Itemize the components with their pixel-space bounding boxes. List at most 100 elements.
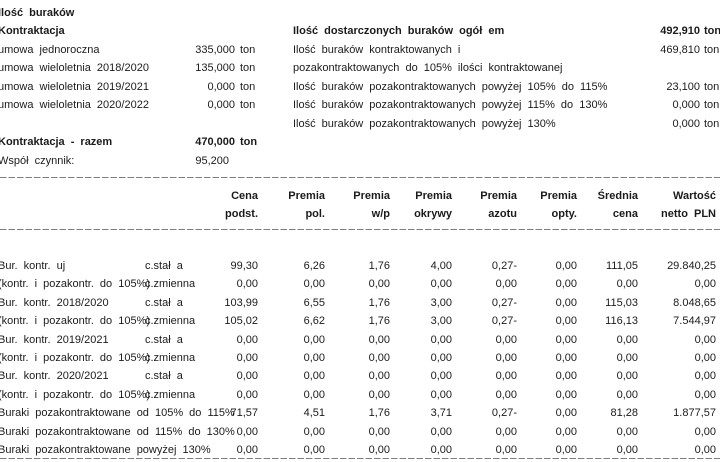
row-price-type (145, 423, 208, 441)
table-row: Bur. kontr. uj c.stał a 99,30 6,26 1,76 … (0, 257, 720, 275)
table-row: (kontr. i pozakontr. do 105%) c.zmienna … (0, 386, 720, 404)
delivery-quantity: 469,810 (660, 43, 700, 56)
cell-premia-wp: 0,00 (368, 351, 390, 364)
contract-quantity: 0,000 (207, 99, 235, 112)
table-row: Bur. kontr. 2018/2020 c.stał a 103,99 6,… (0, 294, 720, 312)
column-header: Cena podst. (208, 187, 258, 224)
row-label: Bur. kontr. 2018/2020 (0, 296, 109, 309)
cell-premia-okrywy: 0,00 (430, 278, 452, 291)
cell-srednia-cena: 0,00 (616, 333, 638, 346)
page-title: Ilość buraków (0, 7, 75, 19)
contract-total-label: Kontraktacja - razem (0, 136, 113, 149)
row-price-type: c.zmienna (145, 278, 196, 291)
column-header-line2: w/p (371, 208, 390, 221)
cell-premia-opty: 0,00 (555, 425, 577, 438)
cell-wartosc-netto: 7.544,97 (673, 315, 716, 328)
contract-quantity: 0,000 (207, 80, 235, 93)
row-price-type: c.zmienna (145, 351, 196, 364)
delivery-unit: ton (704, 117, 720, 130)
cell-cena-podst: 0,00 (236, 278, 258, 291)
delivery-unit: ton (704, 99, 720, 112)
contract-label: umowa jednoroczna (0, 43, 100, 56)
contract-unit: ton (240, 43, 256, 56)
cell-premia-pol: 4,51 (303, 407, 325, 420)
column-header-line2: okrywy (414, 208, 452, 221)
delivery-label: pozakontraktowanych do 105% ilości kontr… (293, 62, 563, 75)
contract-unit: ton (240, 62, 256, 75)
row-label: (kontr. i pozakontr. do 105%) (0, 278, 151, 291)
row-label: Buraki pozakontraktowane od 105% do 115% (0, 407, 235, 420)
delivery-label: Ilość dostarczonych buraków ogół em (293, 25, 505, 38)
cell-premia-azotu: 0,00 (495, 443, 517, 456)
cell-premia-okrywy: 0,00 (430, 370, 452, 383)
row-price-type (145, 441, 208, 459)
coefficient-value: 95,200 (195, 154, 229, 167)
column-header-line1: Premia (415, 190, 452, 202)
cell-cena-podst: 0,00 (236, 351, 258, 364)
cell-premia-opty: 0,00 (555, 296, 577, 309)
column-header-line2: podst. (225, 208, 258, 221)
cell-premia-opty: 0,00 (555, 443, 577, 456)
cell-premia-opty: 0,00 (555, 315, 577, 328)
contract-row: umowa wieloletnia 2019/2021 0,000 ton (0, 78, 257, 96)
table-row: Buraki pozakontraktowane od 105% do 115%… (0, 404, 720, 422)
cell-cena-podst: 105,02 (224, 315, 258, 328)
contract-label: umowa wieloletnia 2020/2022 (0, 99, 149, 112)
delivery-label: Ilość buraków pozakontraktowanych powyże… (293, 80, 608, 93)
delivery-row: Ilość dostarczonych buraków ogół em 492,… (293, 22, 720, 40)
row-label: (kontr. i pozakontr. do 105%) (0, 351, 151, 364)
cell-premia-azotu: 0,00 (495, 351, 517, 364)
contract-rows: umowa jednoroczna 335,000 ton umowa wiel… (0, 41, 257, 115)
delivery-row: pozakontraktowanych do 105% ilości kontr… (293, 59, 717, 77)
price-table-header: Cena podst. Premia pol. Premia w/p Premi… (0, 187, 720, 224)
cell-premia-pol: 0,00 (303, 333, 325, 346)
column-header-line1: Wartość (673, 190, 716, 202)
cell-premia-azotu: 0,27- (491, 260, 517, 272)
table-row: Bur. kontr. 2019/2021 c.stał a 0,00 0,00… (0, 331, 720, 349)
column-header-line1: Średnia (597, 190, 638, 202)
contract-row: umowa jednoroczna 335,000 ton (0, 41, 257, 59)
cell-premia-pol: 6,62 (303, 315, 325, 328)
cell-premia-azotu: 0,27- (491, 315, 517, 328)
cell-premia-wp: 1,76 (368, 260, 390, 272)
delivery-label: Ilość buraków kontraktowanych i (293, 43, 461, 56)
row-label: (kontr. i pozakontr. do 105%) (0, 388, 151, 401)
cell-wartosc-netto: 29.840,25 (667, 260, 716, 272)
contract-row: umowa wieloletnia 2018/2020 135,000 ton (0, 59, 257, 77)
cell-wartosc-netto: 0,00 (694, 370, 716, 383)
cell-premia-pol: 6,55 (303, 296, 325, 309)
contract-total-quantity: 470,000 (195, 136, 235, 149)
column-header-line1: Cena (231, 190, 258, 202)
cell-premia-azotu: 0,00 (495, 278, 517, 291)
cell-premia-azotu: 0,00 (495, 425, 517, 438)
cell-wartosc-netto: 0,00 (694, 425, 716, 438)
column-header-line2: opty. (551, 208, 577, 221)
cell-premia-opty: 0,00 (555, 407, 577, 420)
delivery-quantity: 0,000 (672, 117, 700, 130)
cell-premia-opty: 0,00 (555, 370, 577, 383)
cell-premia-wp: 1,76 (368, 315, 390, 328)
divider-top (0, 177, 720, 178)
cell-premia-okrywy: 3,00 (430, 296, 452, 309)
delivery-row: Ilość buraków pozakontraktowanych powyże… (293, 96, 720, 114)
header-columns: Cena podst. Premia pol. Premia w/p Premi… (208, 187, 716, 224)
delivery-quantity: 492,910 (660, 25, 700, 38)
delivery-row: Ilość buraków pozakontraktowanych powyże… (293, 115, 720, 133)
column-header: Średnia cena (577, 187, 638, 224)
cell-srednia-cena: 0,00 (616, 370, 638, 383)
cell-premia-wp: 0,00 (368, 388, 390, 401)
cell-premia-azotu: 0,27- (491, 407, 517, 420)
row-price-type (145, 404, 208, 422)
coefficient-row: Współ czynnik: 95,200 (0, 152, 257, 170)
delivery-unit: ton (704, 43, 720, 56)
row-label: Buraki pozakontraktowane od 115% do 130% (0, 425, 235, 438)
contract-total-unit: ton (240, 136, 258, 149)
row-label: Bur. kontr. 2020/2021 (0, 370, 109, 383)
row-label: Bur. kontr. 2019/2021 (0, 333, 109, 346)
cell-premia-okrywy: 0,00 (430, 333, 452, 346)
column-header: Wartość netto PLN (638, 187, 716, 224)
cell-premia-azotu: 0,27- (491, 296, 517, 309)
cell-premia-opty: 0,00 (555, 333, 577, 346)
contract-quantity: 135,000 (195, 62, 235, 75)
table-row: (kontr. i pozakontr. do 105%) c.zmienna … (0, 312, 720, 330)
